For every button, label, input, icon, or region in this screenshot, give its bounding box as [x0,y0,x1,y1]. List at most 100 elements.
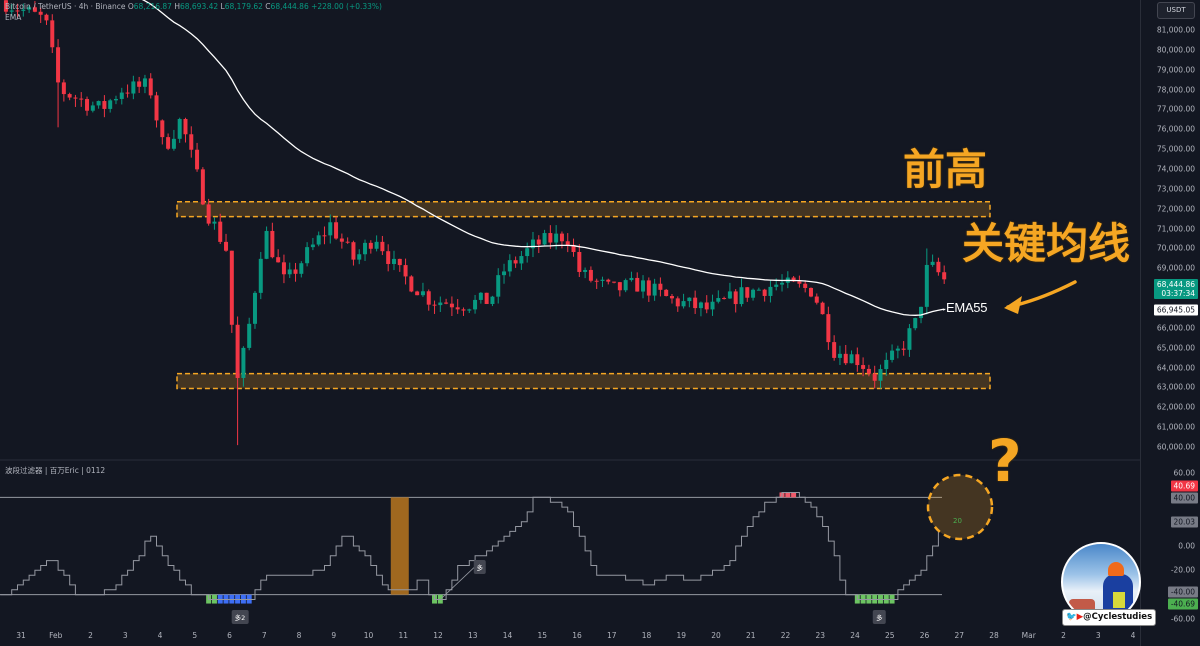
candle-body [756,289,761,291]
time-axis-label: 18 [641,631,652,640]
price-axis-label: 81,000.00 [1156,25,1195,35]
candle-body [131,81,136,94]
candle-body [774,284,779,287]
candle-body [942,272,947,280]
candle-body [56,47,61,83]
candle-body [212,221,217,224]
candle-body [536,239,541,245]
ema55-line [141,0,945,316]
candle-body [299,263,304,274]
candle-body [102,101,107,109]
close-label: C [265,2,271,11]
candle-body [687,297,692,302]
time-axis-label: 4 [1130,631,1136,640]
candle-body [635,277,640,292]
ema-indicator-label[interactable]: EMA [5,13,22,22]
chart-canvas[interactable] [0,0,1140,625]
candle-body [693,297,698,309]
time-axis-label: 21 [745,631,756,640]
candle-body [617,282,622,291]
candle-body [368,242,373,249]
candle-body [426,291,431,305]
candle-body [890,350,895,360]
candle-body [96,101,101,106]
time-axis-label: 3 [122,631,128,640]
candle-body [3,0,8,12]
candle-body [612,281,617,283]
candle-body [38,11,43,15]
candle-body [351,242,356,260]
ema55-label: EMA55 [946,300,988,315]
candle-body [832,342,837,358]
candle-body [50,20,55,48]
price-axis-label: 71,000.00 [1156,224,1195,234]
price-axis-label: 70,000.00 [1156,243,1195,253]
candle-body [432,304,437,306]
current-price: 68,444.86 [1156,280,1195,289]
candle-body [67,94,72,98]
bar-countdown: 03:37:34 [1161,289,1195,298]
candle-body [878,369,883,381]
price-axis[interactable]: USDT 68,444.86 03:37:34 66,945.05 81,000… [1140,0,1200,646]
candle-body [270,230,275,258]
arrow-head-icon [1004,296,1022,314]
close-value: 68,444.86 [270,2,309,11]
candle-body [467,309,472,311]
twitter-icon: 🐦 [1066,612,1077,622]
price-axis-label: 80,000.00 [1156,45,1195,55]
oscillator-title[interactable]: 波段过滤器 | 百万Eric | 0112 [5,466,106,475]
candles [3,0,947,446]
time-axis-label: 10 [363,631,374,640]
candle-body [79,98,84,100]
candle-body [171,138,176,149]
time-axis-label: Mar [1021,631,1036,640]
price-axis-label: 75,000.00 [1156,144,1195,154]
candle-body [768,286,773,296]
candle-body [345,241,350,243]
currency-button[interactable]: USDT [1157,2,1195,19]
candle-body [195,149,200,170]
osc-axis-label: 60.00 [1173,468,1195,478]
candle-body [664,289,669,296]
open-value: 68,216.87 [133,2,172,11]
key-ma-annotation: 关键均线 [962,219,1131,268]
time-axis-label: 8 [296,631,302,640]
candle-body [907,328,912,350]
candle-body [843,353,848,364]
candle-body [814,296,819,303]
osc-orange-bar [390,497,409,595]
price-axis-label: 79,000.00 [1156,65,1195,75]
price-axis-label: 74,000.00 [1156,164,1195,174]
candle-body [837,353,842,358]
candle-body [739,287,744,305]
candle-body [895,348,900,351]
candle-body [258,258,263,293]
price-axis-label: 73,000.00 [1156,184,1195,194]
candle-body [826,314,831,343]
high-value: 68,693.42 [179,2,219,11]
candle-body [444,302,449,304]
candle-body [484,292,489,304]
candle-body [160,120,165,138]
social-handle: 🐦▶@Cyclestudies [1062,609,1157,626]
candle-body [137,81,142,87]
candle-body [594,280,599,282]
candle-body [189,134,194,150]
candle-body [206,204,211,224]
osc-axis-label: 0.00 [1178,541,1195,551]
time-axis-label: Feb [49,631,63,640]
candle-body [913,318,918,329]
candle-body [391,258,396,264]
price-axis-label: 65,000.00 [1156,343,1195,353]
time-axis-label: 20 [711,631,721,640]
candle-body [803,283,808,288]
candle-body [403,265,408,277]
candle-body [276,257,281,263]
price-axis-label: 69,000.00 [1156,263,1195,273]
current-price-tag: 68,444.86 03:37:34 [1153,279,1198,299]
symbol-header: Bitcoin / TetherUS · 4h · Binance O68,21… [5,2,382,11]
candle-body [9,10,14,12]
osc-bar-overbought [791,492,797,498]
zone-prev-high [176,201,991,218]
candle-body [183,118,188,135]
